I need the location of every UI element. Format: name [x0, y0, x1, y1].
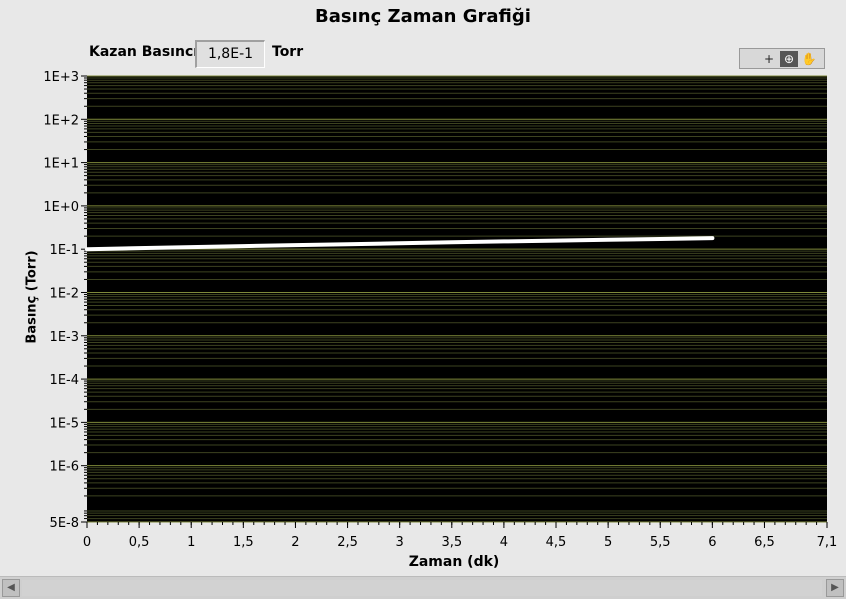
- x-tick-label: 3: [396, 535, 404, 550]
- data-series-line-0: [85, 236, 715, 252]
- chart-title: Basınç Zaman Grafiği: [315, 6, 531, 27]
- y-tick-label: 5E-8: [50, 516, 79, 531]
- y-tick-label: 1E+2: [43, 113, 79, 128]
- pressure-indicator-unit: Torr: [272, 44, 304, 60]
- x-tick-label: 6,5: [754, 535, 775, 550]
- x-tick-label: 3,5: [441, 535, 462, 550]
- y-axis-label: Basınç (Torr): [24, 250, 40, 344]
- y-tick-label: 1E-4: [50, 373, 79, 388]
- x-tick-label: 5,5: [650, 535, 671, 550]
- y-tick-label: 1E+3: [43, 70, 79, 85]
- x-tick-label: 0,5: [129, 535, 150, 550]
- horizontal-scrollbar[interactable]: ◀ ▶: [0, 576, 846, 599]
- graph-palette: + ⊕ ✋: [739, 48, 825, 69]
- x-tick-label: 5: [604, 535, 612, 550]
- y-tick-label: 1E-1: [50, 243, 79, 258]
- y-tick-label: 1E-6: [50, 460, 79, 475]
- x-tick-label: 0: [83, 535, 91, 550]
- scroll-left-icon[interactable]: ◀: [2, 579, 20, 597]
- y-tick-label: 1E-2: [50, 286, 79, 301]
- scroll-track[interactable]: [22, 580, 822, 596]
- x-tick-label: 7,1: [817, 535, 838, 550]
- x-tick-label: 6: [708, 535, 716, 550]
- x-tick-label: 1,5: [233, 535, 254, 550]
- x-tick-label: 4: [500, 535, 508, 550]
- x-axis-label: Zaman (dk): [408, 554, 500, 570]
- y-tick-label: 1E-5: [50, 416, 79, 431]
- x-tick-label: 2,5: [337, 535, 358, 550]
- x-tick-label: 2: [291, 535, 299, 550]
- x-tick-label: 1: [187, 535, 195, 550]
- pressure-indicator-label: Kazan Basıncı: [89, 44, 199, 60]
- y-tick-label: 1E-3: [50, 330, 79, 345]
- crosshair-icon[interactable]: +: [763, 51, 775, 66]
- x-tick-label: 4,5: [546, 535, 567, 550]
- scroll-right-icon[interactable]: ▶: [826, 579, 844, 597]
- pan-hand-icon[interactable]: ✋: [801, 51, 817, 66]
- y-tick-label: 1E+1: [43, 157, 79, 172]
- pressure-indicator-value: 1,8E-1: [195, 40, 265, 68]
- y-tick-label: 1E+0: [43, 200, 79, 215]
- zoom-icon[interactable]: ⊕: [780, 50, 798, 67]
